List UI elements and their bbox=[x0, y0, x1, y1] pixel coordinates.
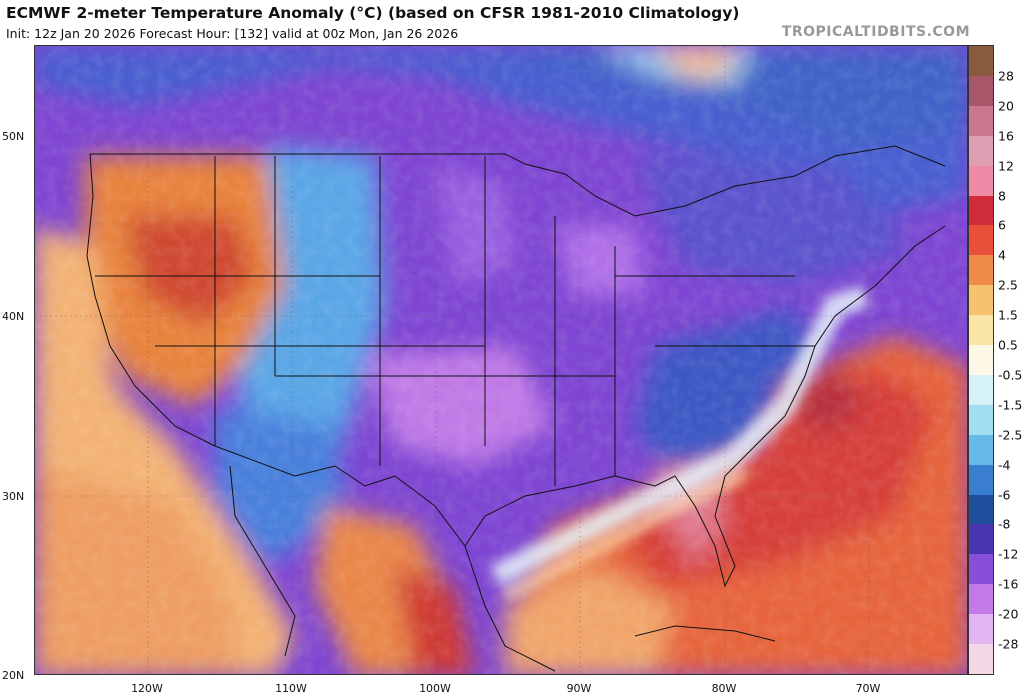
colorbar-label: -28 bbox=[998, 636, 1019, 652]
colorbar-swatch bbox=[969, 584, 993, 615]
colorbar-swatch bbox=[969, 524, 993, 555]
colorbar-swatch bbox=[969, 165, 993, 196]
colorbar-label: -1.5 bbox=[998, 397, 1023, 413]
lon-label-90w: 90W bbox=[566, 682, 592, 695]
colorbar-swatch bbox=[969, 105, 993, 137]
lon-label-100w: 100W bbox=[419, 682, 451, 695]
lon-label-110w: 110W bbox=[275, 682, 307, 695]
map-title: ECMWF 2-meter Temperature Anomaly (°C) (… bbox=[6, 4, 740, 22]
colorbar-swatch bbox=[969, 644, 993, 675]
lat-label-50n: 50N bbox=[2, 130, 25, 143]
temperature-anomaly-map bbox=[34, 45, 968, 675]
colorbar-swatch bbox=[969, 255, 993, 286]
colorbar-label: -6 bbox=[998, 487, 1011, 503]
colorbar-swatch bbox=[969, 75, 993, 107]
lat-label-40n: 40N bbox=[2, 310, 25, 323]
colorbar-swatch bbox=[969, 434, 993, 466]
texture-overlay bbox=[35, 46, 967, 674]
colorbar-label: -12 bbox=[998, 546, 1019, 562]
colorbar-label: 20 bbox=[998, 98, 1014, 114]
colorbar-label: -20 bbox=[998, 606, 1019, 622]
colorbar-label: 0.5 bbox=[998, 337, 1018, 353]
colorbar-swatch bbox=[969, 554, 993, 585]
brand-watermark: TROPICALTIDBITS.COM bbox=[781, 24, 970, 40]
colorbar-label: -16 bbox=[998, 576, 1019, 592]
colorbar-swatch bbox=[969, 345, 993, 376]
colorbar-swatch bbox=[969, 285, 993, 316]
colorbar-swatch bbox=[969, 374, 993, 406]
colorbar bbox=[968, 45, 994, 675]
colorbar-swatch bbox=[969, 46, 993, 77]
colorbar-swatch bbox=[969, 614, 993, 645]
colorbar-label: 4 bbox=[998, 247, 1006, 263]
colorbar-label: 1.5 bbox=[998, 307, 1018, 323]
political-borders bbox=[86, 145, 946, 672]
colorbar-swatch bbox=[969, 315, 993, 346]
lon-label-80w: 80W bbox=[711, 682, 737, 695]
colorbar-label: -8 bbox=[998, 516, 1011, 532]
colorbar-label: 8 bbox=[998, 188, 1006, 204]
lat-label-20n: 20N bbox=[2, 669, 25, 682]
map-subtitle: Init: 12z Jan 20 2026 Forecast Hour: [13… bbox=[6, 26, 459, 41]
lat-label-30n: 30N bbox=[2, 490, 25, 503]
colorbar-label: -4 bbox=[998, 457, 1011, 473]
lon-label-70w: 70W bbox=[855, 682, 881, 695]
colorbar-label: -0.5 bbox=[998, 367, 1023, 383]
colorbar-label: 2.5 bbox=[998, 277, 1018, 293]
colorbar-swatch bbox=[969, 464, 993, 496]
graticule bbox=[35, 46, 967, 674]
colorbar-label: -2.5 bbox=[998, 427, 1023, 443]
map-canvas bbox=[35, 46, 967, 674]
colorbar-swatch bbox=[969, 225, 993, 256]
colorbar-label: 16 bbox=[998, 128, 1014, 144]
colorbar-swatch bbox=[969, 195, 993, 226]
lon-label-120w: 120W bbox=[131, 682, 163, 695]
colorbar-label: 12 bbox=[998, 158, 1014, 174]
colorbar-label: 28 bbox=[998, 68, 1014, 84]
colorbar-swatch bbox=[969, 135, 993, 167]
colorbar-label: 6 bbox=[998, 217, 1006, 233]
colorbar-swatch bbox=[969, 494, 993, 525]
colorbar-swatch bbox=[969, 404, 993, 436]
